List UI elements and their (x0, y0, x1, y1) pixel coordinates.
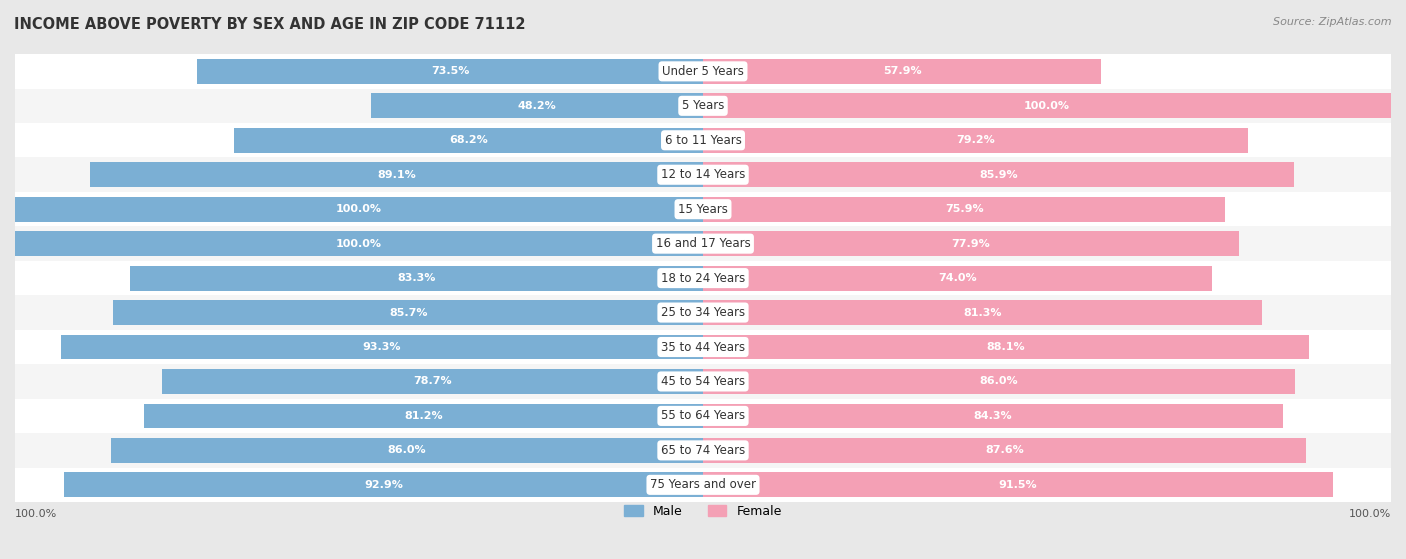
Bar (15, 54, 1391, 88)
Text: 81.2%: 81.2% (405, 411, 443, 421)
Text: 16 and 17 Years: 16 and 17 Years (655, 237, 751, 250)
Text: Under 5 Years: Under 5 Years (662, 65, 744, 78)
Bar (15, 158, 1391, 192)
Text: 35 to 44 Years: 35 to 44 Years (661, 340, 745, 353)
Text: 87.6%: 87.6% (986, 446, 1024, 456)
Text: 100.0%: 100.0% (1348, 509, 1391, 519)
Text: 25 to 34 Years: 25 to 34 Years (661, 306, 745, 319)
Bar (145, 404, 703, 428)
Text: 81.3%: 81.3% (963, 307, 1002, 318)
Text: 65 to 74 Years: 65 to 74 Years (661, 444, 745, 457)
Text: 45 to 54 Years: 45 to 54 Years (661, 375, 745, 388)
Bar (703, 266, 1212, 291)
Bar (703, 197, 1225, 221)
Text: 78.7%: 78.7% (413, 376, 451, 386)
Bar (15, 197, 703, 221)
Bar (233, 128, 703, 153)
Text: 85.9%: 85.9% (979, 170, 1018, 180)
Text: Source: ZipAtlas.com: Source: ZipAtlas.com (1274, 17, 1392, 27)
Bar (703, 404, 1284, 428)
Text: 68.2%: 68.2% (449, 135, 488, 145)
Text: 85.7%: 85.7% (389, 307, 427, 318)
Text: 100.0%: 100.0% (15, 509, 58, 519)
Text: 77.9%: 77.9% (952, 239, 990, 249)
Bar (703, 472, 1333, 498)
Text: 100.0%: 100.0% (336, 204, 382, 214)
Bar (15, 433, 1391, 468)
Bar (15, 468, 1391, 502)
Text: 55 to 64 Years: 55 to 64 Years (661, 409, 745, 423)
Bar (703, 128, 1249, 153)
Bar (703, 59, 1101, 84)
Bar (15, 399, 1391, 433)
Text: 79.2%: 79.2% (956, 135, 995, 145)
Bar (703, 300, 1263, 325)
Bar (703, 162, 1294, 187)
Text: 89.1%: 89.1% (377, 170, 416, 180)
Bar (703, 438, 1306, 463)
Text: 57.9%: 57.9% (883, 67, 921, 77)
Text: 91.5%: 91.5% (998, 480, 1038, 490)
Text: 88.1%: 88.1% (987, 342, 1025, 352)
Bar (197, 59, 703, 84)
Legend: Male, Female: Male, Female (619, 500, 787, 523)
Bar (60, 335, 703, 359)
Text: 73.5%: 73.5% (432, 67, 470, 77)
Text: 93.3%: 93.3% (363, 342, 401, 352)
Bar (15, 226, 1391, 261)
Bar (111, 438, 703, 463)
Text: 86.0%: 86.0% (388, 446, 426, 456)
Bar (15, 192, 1391, 226)
Text: 83.3%: 83.3% (398, 273, 436, 283)
Bar (703, 369, 1295, 394)
Bar (703, 93, 1391, 118)
Text: 48.2%: 48.2% (517, 101, 557, 111)
Bar (63, 472, 703, 498)
Text: 92.9%: 92.9% (364, 480, 404, 490)
Bar (15, 295, 1391, 330)
Text: 15 Years: 15 Years (678, 203, 728, 216)
Text: 5 Years: 5 Years (682, 100, 724, 112)
Text: 100.0%: 100.0% (336, 239, 382, 249)
Bar (15, 330, 1391, 364)
Text: 75.9%: 75.9% (945, 204, 983, 214)
Text: 6 to 11 Years: 6 to 11 Years (665, 134, 741, 147)
Bar (15, 364, 1391, 399)
Text: 75 Years and over: 75 Years and over (650, 479, 756, 491)
Bar (129, 266, 703, 291)
Bar (15, 261, 1391, 295)
Text: 74.0%: 74.0% (938, 273, 977, 283)
Text: 18 to 24 Years: 18 to 24 Years (661, 272, 745, 285)
Bar (90, 162, 703, 187)
Bar (15, 88, 1391, 123)
Bar (15, 123, 1391, 158)
Text: 86.0%: 86.0% (980, 376, 1018, 386)
Bar (703, 335, 1309, 359)
Text: INCOME ABOVE POVERTY BY SEX AND AGE IN ZIP CODE 71112: INCOME ABOVE POVERTY BY SEX AND AGE IN Z… (14, 17, 526, 32)
Bar (371, 93, 703, 118)
Text: 100.0%: 100.0% (1024, 101, 1070, 111)
Text: 84.3%: 84.3% (974, 411, 1012, 421)
Bar (15, 231, 703, 256)
Bar (703, 231, 1239, 256)
Text: 12 to 14 Years: 12 to 14 Years (661, 168, 745, 181)
Bar (114, 300, 703, 325)
Bar (162, 369, 703, 394)
